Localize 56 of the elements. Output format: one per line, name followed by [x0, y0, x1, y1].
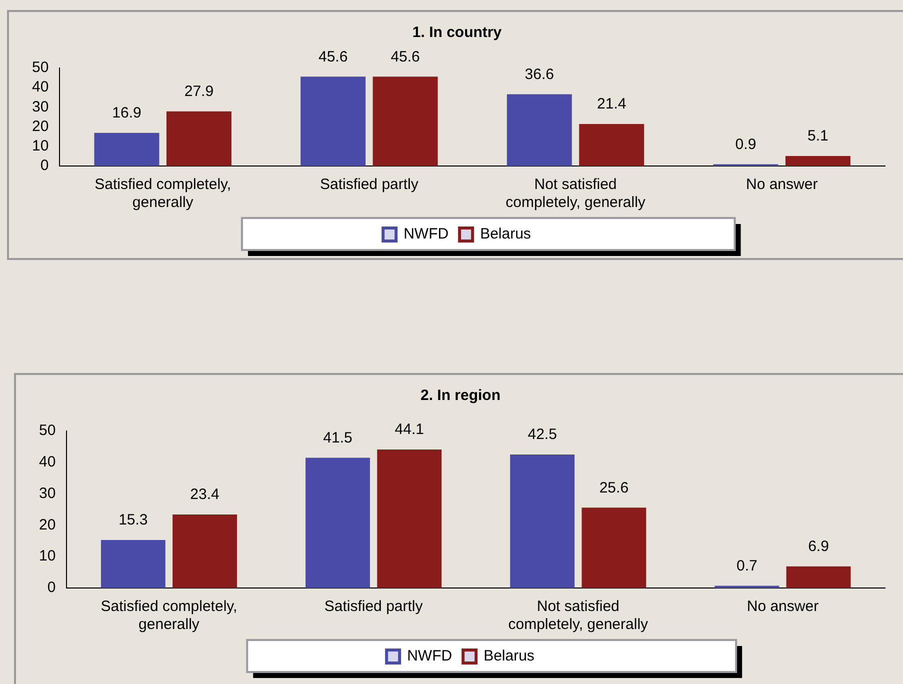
data-label: 15.3: [118, 512, 148, 529]
legend-label: Belarus: [484, 648, 534, 665]
bar: [94, 132, 160, 166]
y-tick-label: 30: [38, 484, 56, 502]
bar: [785, 156, 850, 166]
data-label: 0.7: [736, 557, 758, 574]
data-label: 25.6: [599, 479, 629, 496]
x-tick-label: Not satisfied completely, generally: [506, 176, 646, 212]
bar: [166, 111, 232, 166]
y-tick-label: 40: [32, 78, 49, 96]
data-label: 23.4: [190, 486, 220, 504]
data-label: 27.9: [184, 82, 214, 100]
y-tick-label: 30: [32, 98, 49, 116]
bar: [579, 124, 644, 166]
data-label: 45.6: [390, 48, 420, 66]
data-label: 41.5: [323, 429, 352, 446]
y-tick-label: 50: [32, 59, 49, 76]
legend-label: Belarus: [480, 226, 531, 243]
chart-title: 1. In country: [412, 24, 502, 42]
y-tick-label: 50: [38, 422, 56, 440]
bar: [510, 454, 575, 588]
y-tick-label: 20: [38, 516, 56, 534]
y-tick-label: 20: [32, 118, 49, 135]
bar: [372, 76, 438, 166]
x-tick-label: Satisfied partly: [320, 176, 419, 194]
data-label: 6.9: [808, 538, 829, 555]
bar: [506, 94, 572, 166]
data-label: 42.5: [528, 426, 557, 444]
y-tick-label: 10: [32, 138, 49, 155]
y-tick-label: 0: [47, 579, 56, 596]
data-label: 44.1: [394, 421, 424, 438]
x-tick-label: Not satisfied completely, generally: [508, 598, 649, 634]
bar: [306, 458, 370, 588]
x-tick-label: Satisfied completely, generally: [100, 598, 238, 634]
bar: [172, 514, 237, 588]
data-label: 36.6: [524, 66, 554, 83]
legend-label: NWFD: [404, 226, 449, 243]
legend-label: NWFD: [407, 648, 452, 665]
bar: [100, 540, 166, 588]
y-tick-label: 0: [40, 157, 49, 174]
bar: [377, 450, 442, 588]
x-tick-label: No answer: [746, 598, 819, 616]
bar: [786, 566, 851, 588]
y-tick-label: 10: [38, 548, 56, 565]
data-label: 16.9: [112, 104, 142, 122]
y-tick-label: 40: [38, 454, 56, 471]
x-tick-label: Satisfied partly: [324, 598, 424, 616]
x-tick-label: No answer: [746, 176, 818, 194]
data-label: 0.9: [735, 136, 756, 153]
data-label: 21.4: [597, 96, 626, 113]
x-tick-label: Satisfied completely, generally: [94, 176, 232, 212]
bar: [582, 508, 646, 588]
bar: [300, 76, 366, 166]
chart-title: 2. In region: [420, 387, 501, 404]
data-label: 45.6: [318, 48, 348, 66]
data-label: 5.1: [808, 128, 828, 145]
